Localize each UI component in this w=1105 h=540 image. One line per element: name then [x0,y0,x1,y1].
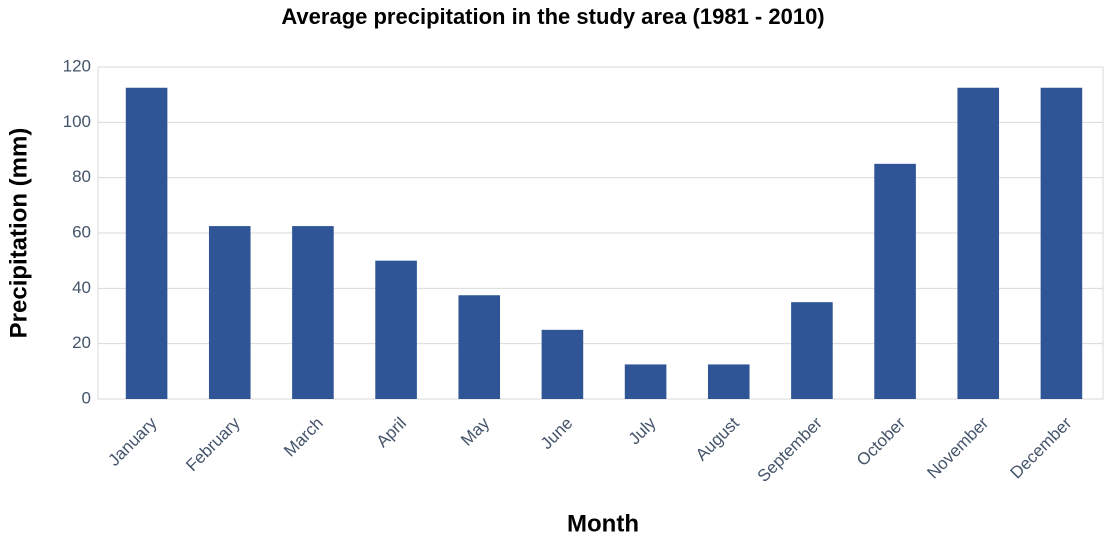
y-tick-label: 120 [63,56,91,75]
x-tick-label: June [537,414,577,454]
bar [375,260,417,399]
bar [541,329,584,399]
bar [791,302,833,399]
y-tick-label: 60 [72,222,91,241]
bar [125,87,168,399]
y-tick-label: 20 [72,333,91,352]
x-tick-label: May [457,413,493,449]
y-tick-label: 80 [72,167,91,186]
plot-border [97,66,1104,400]
x-axis-label: Month [567,510,639,537]
y-tick-label: 0 [82,388,91,407]
bar [208,226,251,399]
x-tick-label: February [182,413,244,475]
x-tick-label: August [692,413,743,464]
chart-title: Average precipitation in the study area … [281,4,824,29]
x-tick-label: September [754,413,826,485]
y-tick-label: 100 [63,112,91,131]
bar [458,295,501,399]
bar [874,163,916,399]
x-tick-label: October [853,413,909,469]
x-tick-label: November [923,413,992,482]
x-tick-label: March [280,414,327,461]
bar [624,364,667,399]
x-tick-label: January [104,413,161,470]
x-tick-label: April [373,414,410,451]
bar [292,226,334,399]
x-tick-label: July [625,413,660,448]
x-tick-label: December [1007,413,1076,482]
bar [707,364,750,399]
y-tick-label: 40 [72,278,91,297]
bar [957,87,1000,399]
bar [1040,87,1083,399]
y-axis-label: Precipitation (mm) [5,128,32,339]
